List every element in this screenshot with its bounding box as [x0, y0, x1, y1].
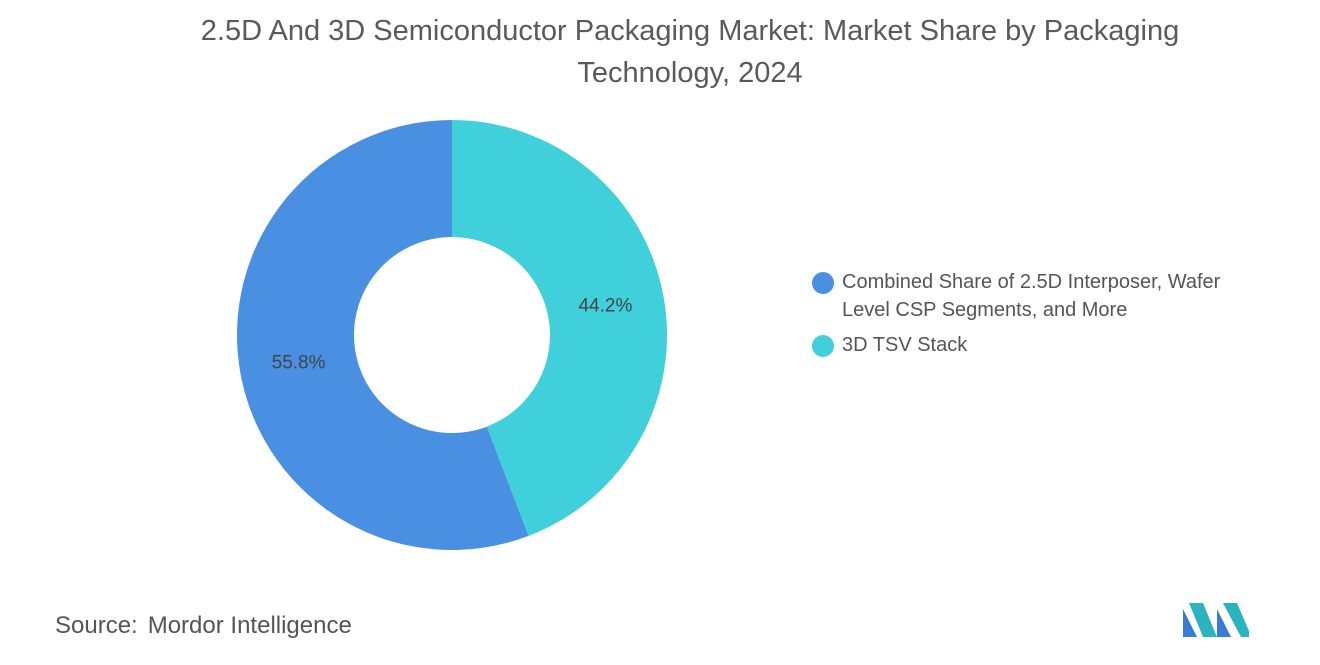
- source-name: Mordor Intelligence: [147, 612, 352, 639]
- legend-swatch: [812, 272, 834, 294]
- legend-item: 3D TSV Stack: [812, 331, 1242, 359]
- chart-title: 2.5D And 3D Semiconductor Packaging Mark…: [200, 15, 1180, 89]
- logo-shape: [1217, 609, 1231, 637]
- value-label: 55.8%: [272, 352, 326, 373]
- logo-shape: [1183, 609, 1197, 637]
- slice: [237, 120, 529, 550]
- legend-label: Combined Share of 2.5D Interposer, Wafer…: [842, 271, 1221, 321]
- slice: [452, 120, 667, 536]
- legend-label: 3D TSV Stack: [842, 334, 968, 356]
- legend: Combined Share of 2.5D Interposer, Wafer…: [812, 268, 1242, 366]
- legend-swatch: [812, 335, 834, 357]
- source: Source: Mordor Intelligence: [55, 612, 352, 640]
- value-label: 44.2%: [578, 296, 632, 317]
- source-label: Source:: [55, 612, 138, 639]
- logo-shape: [1223, 603, 1249, 637]
- legend-item: Combined Share of 2.5D Interposer, Wafer…: [812, 268, 1242, 324]
- logo: [1183, 603, 1249, 637]
- logo-shape: [1189, 603, 1217, 637]
